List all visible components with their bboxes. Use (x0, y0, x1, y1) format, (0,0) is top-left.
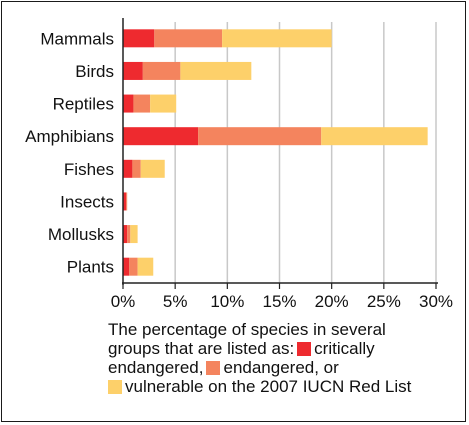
bar-segment (123, 192, 127, 211)
bar-segment (142, 61, 181, 80)
bar-segment (222, 29, 332, 48)
vulnerable-label: vulnerable on the 2007 IUCN Red List (125, 377, 412, 396)
caption-line-1: The percentage of species in several (108, 320, 386, 339)
category-label: Mollusks (48, 225, 114, 244)
bar-segment (123, 257, 130, 276)
caption-line-4: vulnerable on the 2007 IUCN Red List (108, 377, 458, 396)
category-label: Fishes (64, 160, 114, 179)
bar-segment (321, 127, 428, 146)
caption-line-3: endangered, endangered, or (108, 358, 458, 377)
x-tick-label: 10% (210, 292, 244, 311)
bar-segment (129, 257, 138, 276)
x-tick-label: 0% (111, 292, 136, 311)
caption-line-2: groups that are listed as: critically (108, 339, 458, 358)
bar-segment (123, 159, 133, 178)
bar-segment (123, 61, 143, 80)
x-tick-label: 15% (262, 292, 296, 311)
category-label: Birds (75, 62, 114, 81)
bar-segment (130, 225, 138, 244)
critically-endangered-swatch (297, 342, 312, 356)
bar-segment (180, 61, 252, 80)
category-label: Amphibians (25, 127, 114, 146)
caption-line-2-text: groups that are listed as: (108, 339, 295, 358)
category-label: Plants (67, 258, 114, 277)
bar-segment (127, 225, 131, 244)
chart-caption: The percentage of species in several gro… (108, 320, 458, 396)
bar-segment (123, 29, 155, 48)
bar-segment (123, 94, 134, 113)
category-label: Reptiles (53, 95, 114, 114)
bar-segment (150, 94, 177, 113)
bar-segment (198, 127, 322, 146)
bar-segment (140, 159, 165, 178)
bar-segment (137, 257, 154, 276)
bar-segment (123, 127, 199, 146)
bar-segment (123, 225, 128, 244)
vulnerable-swatch (108, 380, 122, 394)
x-tick-label: 20% (315, 292, 349, 311)
bar-segment (132, 159, 141, 178)
endangered-label: endangered, or (223, 358, 339, 377)
bar-segment (126, 192, 128, 211)
category-label: Mammals (40, 29, 114, 48)
x-tick-label: 5% (163, 292, 188, 311)
x-tick-label: 25% (367, 292, 401, 311)
endangered-swatch (206, 361, 221, 375)
x-tick-label: 30% (419, 292, 453, 311)
category-label: Insects (60, 192, 114, 211)
caption-line-3-text: endangered, (108, 358, 204, 377)
bar-segment (133, 94, 151, 113)
critically-endangered-label: critically (314, 339, 375, 358)
bar-segment (154, 29, 223, 48)
